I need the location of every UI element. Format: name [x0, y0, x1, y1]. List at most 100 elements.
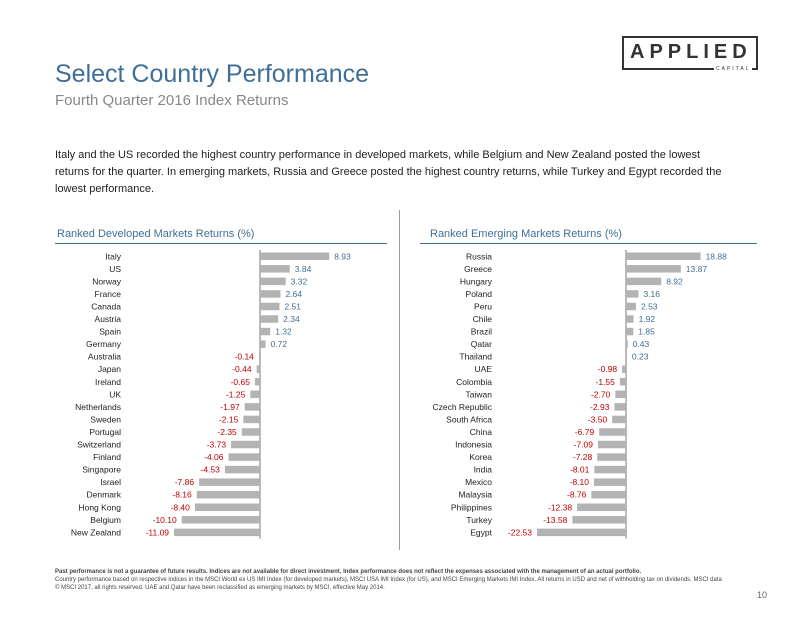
emerging-bar	[597, 440, 626, 449]
emerging-category-label: Thailand	[459, 352, 492, 362]
emerging-bar	[626, 327, 634, 336]
developed-category-label: Spain	[99, 327, 121, 337]
emerging-value-label: -13.58	[543, 515, 567, 525]
developed-category-label: Japan	[98, 364, 121, 374]
developed-bar	[231, 440, 260, 449]
emerging-bar	[599, 428, 626, 436]
developed-value-label: 2.51	[284, 301, 301, 311]
emerging-category-label: Indonesia	[455, 440, 492, 450]
emerging-bar	[597, 453, 626, 461]
page-title: Select Country Performance	[55, 60, 370, 88]
developed-bar	[196, 490, 260, 499]
emerging-category-label: Russia	[466, 251, 492, 261]
emerging-value-label: 13.87	[686, 264, 708, 274]
emerging-value-label: -8.10	[570, 477, 590, 487]
emerging-category-label: UAE	[475, 364, 493, 374]
developed-category-label: Norway	[92, 276, 122, 286]
emerging-chart-title-rule	[420, 243, 757, 244]
emerging-category-label: Poland	[466, 289, 493, 299]
logo-subtext: CAPITAL	[714, 66, 753, 72]
emerging-value-label: 1.85	[638, 327, 655, 337]
emerging-bar	[626, 290, 639, 298]
developed-bar	[260, 315, 279, 323]
developed-category-label: Finland	[93, 452, 121, 462]
emerging-value-label: -2.93	[590, 402, 610, 412]
emerging-bar	[577, 503, 626, 512]
emerging-value-label: -8.01	[570, 465, 590, 475]
footer-disclaimer-bold: Past performance is not a guarantee of f…	[55, 569, 642, 575]
emerging-value-label: 3.16	[643, 289, 660, 299]
emerging-value-label: 0.23	[632, 352, 649, 362]
developed-category-label: Canada	[91, 301, 121, 311]
emerging-category-label: India	[474, 465, 493, 475]
emerging-category-label: Korea	[469, 452, 492, 462]
page-subtitle: Fourth Quarter 2016 Index Returns	[55, 92, 289, 109]
developed-category-label: France	[95, 289, 122, 299]
developed-category-label: Austria	[95, 314, 122, 324]
developed-bar	[260, 340, 266, 348]
emerging-value-label: -6.79	[575, 427, 595, 437]
emerging-value-label: -8.76	[567, 490, 587, 500]
emerging-category-label: Colombia	[456, 377, 492, 387]
emerging-bar	[594, 478, 626, 486]
developed-bar	[241, 428, 260, 436]
developed-bar	[256, 365, 260, 373]
developed-chart-title: Ranked Developed Markets Returns (%)	[57, 228, 255, 240]
emerging-bar	[572, 516, 626, 524]
emerging-value-label: -22.53	[508, 527, 532, 537]
developed-bar	[243, 415, 260, 424]
emerging-bar	[594, 465, 626, 474]
emerging-category-label: South Africa	[446, 414, 492, 424]
developed-value-label: -2.15	[219, 414, 239, 424]
intro-paragraph: Italy and the US recorded the highest co…	[55, 149, 722, 195]
emerging-value-label: -2.70	[591, 389, 611, 399]
developed-category-label: Italy	[105, 251, 121, 261]
emerging-markets-chart: Russia 18.88 Greece 13.87 Hungary 8.92 Poland 3…	[432, 250, 728, 539]
emerging-bar	[537, 528, 626, 537]
emerging-value-label: -12.38	[548, 502, 572, 512]
logo-wordmark: APPLIED	[630, 41, 752, 63]
developed-category-label: Portugal	[89, 427, 121, 437]
emerging-bar	[626, 277, 662, 286]
footer-disclaimer: Past performance is not a guarantee of f…	[55, 568, 725, 592]
developed-category-label: Germany	[86, 339, 122, 349]
emerging-value-label: 2.53	[641, 301, 658, 311]
developed-value-label: -0.44	[232, 364, 252, 374]
emerging-bar	[626, 252, 701, 261]
emerging-bar	[615, 390, 627, 399]
emerging-category-label: Mexico	[465, 477, 492, 487]
developed-category-label: US	[109, 264, 121, 274]
emerging-category-label: Czech Republic	[432, 402, 492, 412]
emerging-bar	[626, 352, 627, 361]
emerging-category-label: Peru	[474, 301, 492, 311]
emerging-category-label: Turkey	[466, 515, 492, 525]
developed-category-label: Australia	[88, 352, 121, 362]
developed-value-label: -0.65	[231, 377, 251, 387]
developed-category-label: Switzerland	[77, 440, 121, 450]
developed-category-label: Hong Kong	[78, 502, 121, 512]
emerging-value-label: -3.50	[588, 414, 608, 424]
developed-value-label: -1.97	[220, 402, 240, 412]
developed-category-label: UK	[109, 389, 121, 399]
developed-bar	[260, 252, 330, 261]
emerging-value-label: 1.92	[639, 314, 656, 324]
emerging-value-label: 18.88	[706, 251, 728, 261]
developed-value-label: -8.16	[172, 490, 192, 500]
developed-value-label: -10.10	[153, 515, 177, 525]
developed-value-label: -0.14	[235, 352, 255, 362]
developed-category-label: Sweden	[90, 414, 121, 424]
developed-bar	[260, 302, 280, 311]
developed-value-label: -2.35	[217, 427, 237, 437]
developed-bar	[260, 277, 286, 286]
developed-category-label: Denmark	[87, 490, 122, 500]
developed-chart-title-rule	[55, 243, 387, 244]
developed-category-label: Israel	[100, 477, 121, 487]
developed-category-label: Netherlands	[75, 402, 121, 412]
developed-bar	[260, 327, 271, 336]
developed-value-label: 1.32	[275, 327, 292, 337]
developed-bar	[260, 290, 281, 298]
developed-category-label: Ireland	[95, 377, 121, 387]
emerging-bar	[626, 315, 634, 323]
developed-value-label: 8.93	[334, 251, 351, 261]
developed-value-label: -11.09	[146, 527, 170, 537]
